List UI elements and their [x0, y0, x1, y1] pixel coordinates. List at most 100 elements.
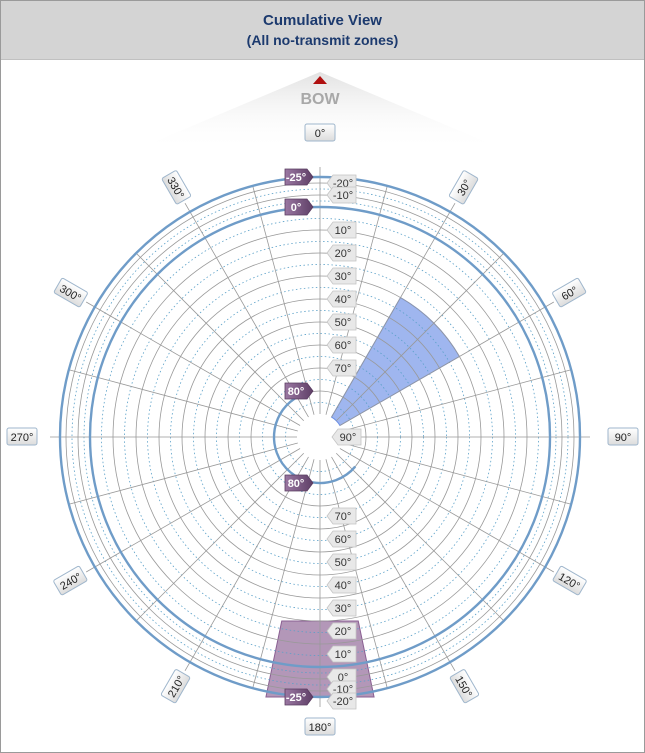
elevation-tag: [326, 359, 357, 377]
azimuth-line: [335, 452, 505, 622]
elevation-tag: [326, 645, 357, 663]
zone-limit-tag: [284, 168, 314, 186]
direction-label: 0°: [304, 123, 336, 142]
elevation-tag: [326, 622, 357, 640]
bow-label: BOW: [300, 91, 340, 108]
direction-tag: [552, 277, 587, 308]
zone-limit-text: 80°: [288, 478, 305, 490]
azimuth-line: [339, 301, 555, 426]
zone-limit-tag: [284, 382, 314, 400]
page-title: Cumulative View: [263, 12, 382, 29]
elevation-text: -20°: [333, 696, 353, 708]
direction-label: 210°: [160, 669, 191, 704]
zone-limit-label: -25°: [284, 688, 314, 706]
elevation-label: -20°: [326, 692, 357, 710]
direction-tag: [552, 565, 587, 596]
elevation-label: 20°: [326, 622, 357, 640]
elevation-tag: [326, 507, 357, 525]
elevation-text: 20°: [335, 248, 352, 260]
direction-text: 270°: [11, 432, 34, 444]
zone-limit-text: -25°: [286, 172, 306, 184]
header-bar: Cumulative View (All no-transmit zones): [1, 1, 644, 60]
zones-layer: [265, 296, 461, 698]
direction-text: 90°: [615, 432, 632, 444]
azimuth-line: [331, 202, 456, 418]
azimuth-line: [135, 252, 305, 422]
bow-marker-icon: [313, 76, 327, 84]
azimuth-line: [335, 252, 505, 422]
elevation-text: 50°: [335, 557, 352, 569]
labels-layer: 0° 30° 60° 90° 120° 150° 180° 210° 240° 270° 300° 3…: [6, 123, 639, 736]
direction-tag: [607, 427, 639, 446]
direction-label: 180°: [304, 717, 336, 736]
zone-limit-text: 0°: [291, 202, 302, 214]
elevation-tag: [326, 267, 357, 285]
direction-tag: [161, 170, 192, 205]
elevation-text: 60°: [335, 340, 352, 352]
zone-limit-label: -25°: [284, 168, 314, 186]
zone-limit-label: 0°: [284, 198, 314, 216]
zone-limit-tag: [284, 198, 314, 216]
azimuth-line: [325, 459, 388, 689]
elevation-tag: [326, 692, 357, 710]
elevation-tag: [326, 290, 357, 308]
azimuth-line: [85, 448, 301, 573]
direction-label: 90°: [607, 427, 639, 446]
elevation-text: 30°: [335, 271, 352, 283]
outer-limit-ring: [58, 175, 582, 699]
direction-tag: [304, 123, 336, 142]
direction-label: 60°: [552, 277, 587, 308]
azimuth-line: [331, 456, 456, 672]
zone-limit-label: 80°: [284, 474, 314, 492]
azimuth-line: [184, 456, 309, 672]
elevation-text: 40°: [335, 580, 352, 592]
polar-grid: [50, 167, 590, 707]
elevation-text: 40°: [335, 294, 352, 306]
elevation-tag: [326, 336, 357, 354]
elevation-label: 60°: [326, 530, 357, 548]
direction-label: 120°: [552, 565, 587, 596]
azimuth-line: [68, 442, 298, 505]
direction-tag: [449, 669, 480, 704]
zone-limit-text: 80°: [288, 386, 305, 398]
direction-tag: [448, 170, 479, 205]
zone-limit-label: 80°: [284, 382, 314, 400]
azimuth-line: [252, 459, 315, 689]
direction-label: 270°: [6, 427, 38, 446]
elevation-label: 70°: [326, 507, 357, 525]
elevation-label: 50°: [326, 313, 357, 331]
azimuth-line: [85, 301, 301, 426]
elevation-label: 20°: [326, 244, 357, 262]
elevation-tag: [331, 428, 362, 446]
azimuth-line: [342, 442, 572, 505]
elevation-label: 30°: [326, 267, 357, 285]
bow-fan: [135, 72, 505, 150]
azimuth-line: [135, 452, 305, 622]
elevation-label: 30°: [326, 599, 357, 617]
direction-label: 150°: [449, 669, 480, 704]
page-subtitle: (All no-transmit zones): [246, 32, 399, 48]
azimuth-line: [184, 202, 309, 418]
elevation-text: 0°: [338, 672, 349, 684]
elevation-label: 40°: [326, 290, 357, 308]
horizon-ring: [88, 205, 552, 669]
elevation-label: 10°: [326, 645, 357, 663]
direction-tag: [53, 565, 88, 596]
direction-label: 240°: [53, 565, 88, 596]
direction-label: 30°: [448, 170, 479, 205]
elevation-tag: [326, 599, 357, 617]
direction-text: 0°: [315, 128, 326, 140]
azimuth-line: [325, 185, 388, 415]
direction-tag: [6, 427, 38, 446]
elevation-label: 60°: [326, 336, 357, 354]
direction-label: 330°: [161, 170, 192, 205]
direction-tag: [304, 717, 336, 736]
zone-limit-tag: [284, 688, 314, 706]
azimuth-line: [68, 369, 298, 432]
elevation-tag: [326, 530, 357, 548]
elevation-text: 70°: [335, 511, 352, 523]
direction-text: 180°: [309, 722, 332, 734]
elevation-label: 10°: [326, 221, 357, 239]
inner-limit-arc: [272, 390, 313, 454]
bow-indicator: BOW: [135, 72, 505, 150]
